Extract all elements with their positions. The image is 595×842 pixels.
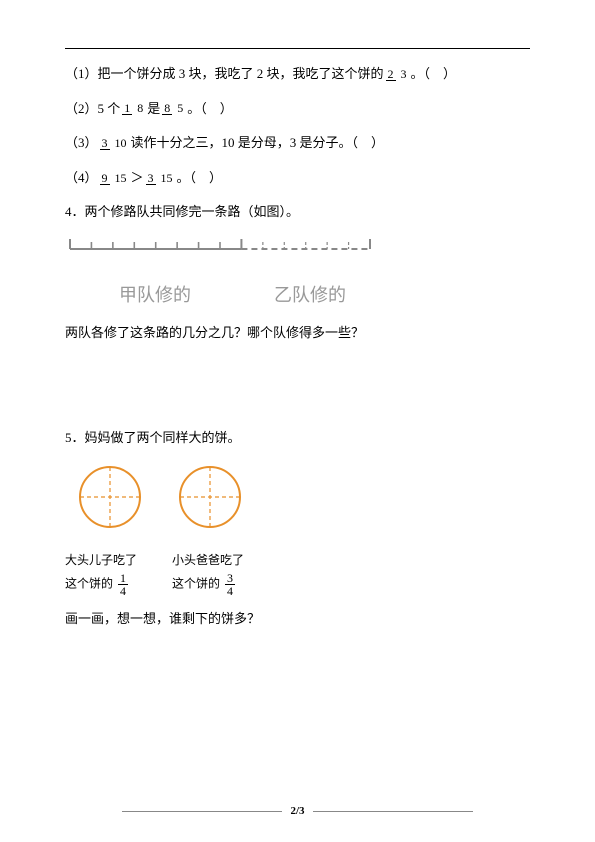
circles-row	[75, 462, 530, 543]
question-1: （1）把一个饼分成 3 块，我吃了 2 块，我吃了这个饼的 2 3 。（ ）	[65, 60, 530, 89]
page-number-text: 2/3	[290, 805, 304, 817]
pie-1-svg	[75, 462, 145, 532]
road-svg	[65, 235, 375, 263]
q2-text-post: 。（ ）	[187, 95, 233, 124]
team-b-label: 乙队修的	[245, 276, 375, 316]
q5-ask-text: 画一画，想一想，谁剩下的饼多？	[65, 605, 260, 634]
q4-fraction-1: 9 15	[100, 172, 129, 185]
question-5-title: 5．妈妈做了两个同样大的饼。	[65, 424, 530, 453]
question-2: （2）5 个 1 8 是 8 5 。（ ）	[65, 95, 530, 124]
answer-space-1	[65, 354, 530, 424]
team-a-label: 甲队修的	[65, 276, 245, 316]
q4-title-text: 4．两个修路队共同修完一条路（如图）。	[65, 198, 299, 227]
q3-fraction: 3 10	[100, 137, 129, 150]
road-labels: 甲队修的 乙队修的	[65, 276, 375, 316]
caption-col-2: 小头爸爸吃了 这个饼的 3 4	[172, 549, 267, 597]
page-number: 2/3	[0, 805, 595, 817]
q1-text-post: 。（ ）	[411, 60, 457, 89]
cap1-fraction: 1 4	[118, 572, 128, 597]
q2-text-pre: （2）5 个	[65, 95, 120, 124]
q2-text-mid: 是	[147, 95, 160, 124]
cap1-line2: 这个饼的 1 4	[65, 572, 160, 597]
cap2-l2a: 这个饼的	[172, 576, 220, 590]
page-content: （1）把一个饼分成 3 块，我吃了 2 块，我吃了这个饼的 2 3 。（ ） （…	[65, 60, 530, 633]
cap2-fraction: 3 4	[225, 572, 235, 597]
cap1-l2a: 这个饼的	[65, 576, 113, 590]
q5-title-text: 5．妈妈做了两个同样大的饼。	[65, 424, 241, 453]
q3-text-pre: （3）	[65, 129, 98, 158]
q4-ask-text: 两队各修了这条路的几分之几？哪个队修得多一些？	[65, 319, 364, 348]
cap2-line1: 小头爸爸吃了	[172, 549, 267, 572]
question-4-item: （4） 9 15 ＞ 3 15 。（ ）	[65, 164, 530, 193]
circle-2	[175, 462, 245, 543]
question-4-title: 4．两个修路队共同修完一条路（如图）。	[65, 198, 530, 227]
q4-op: ＞	[131, 164, 144, 193]
circle-1	[75, 462, 145, 543]
pie-2-svg	[175, 462, 245, 532]
question-3: （3） 3 10 读作十分之三，10 是分母，3 是分子。（ ）	[65, 129, 530, 158]
q1-fraction: 2 3	[386, 68, 409, 81]
q4-text-post: 。（ ）	[177, 164, 223, 193]
q4-fraction-2: 3 15	[146, 172, 175, 185]
cap2-line2: 这个饼的 3 4	[172, 572, 267, 597]
q4-text-pre: （4）	[65, 164, 98, 193]
caption-row: 大头儿子吃了 这个饼的 1 4 小头爸爸吃了 这个饼的 3 4	[65, 549, 530, 597]
caption-col-1: 大头儿子吃了 这个饼的 1 4	[65, 549, 160, 597]
q2-fraction-1: 1 8	[122, 102, 145, 115]
header-rule	[65, 48, 530, 49]
cap1-line1: 大头儿子吃了	[65, 549, 160, 572]
q2-fraction-2: 8 5	[162, 102, 185, 115]
q1-text-pre: （1）把一个饼分成 3 块，我吃了 2 块，我吃了这个饼的	[65, 60, 384, 89]
q3-text-post: 读作十分之三，10 是分母，3 是分子。（ ）	[131, 129, 385, 158]
question-5-ask: 画一画，想一想，谁剩下的饼多？	[65, 605, 530, 634]
road-diagram: 甲队修的 乙队修的	[65, 235, 375, 315]
question-4-ask: 两队各修了这条路的几分之几？哪个队修得多一些？	[65, 319, 530, 348]
